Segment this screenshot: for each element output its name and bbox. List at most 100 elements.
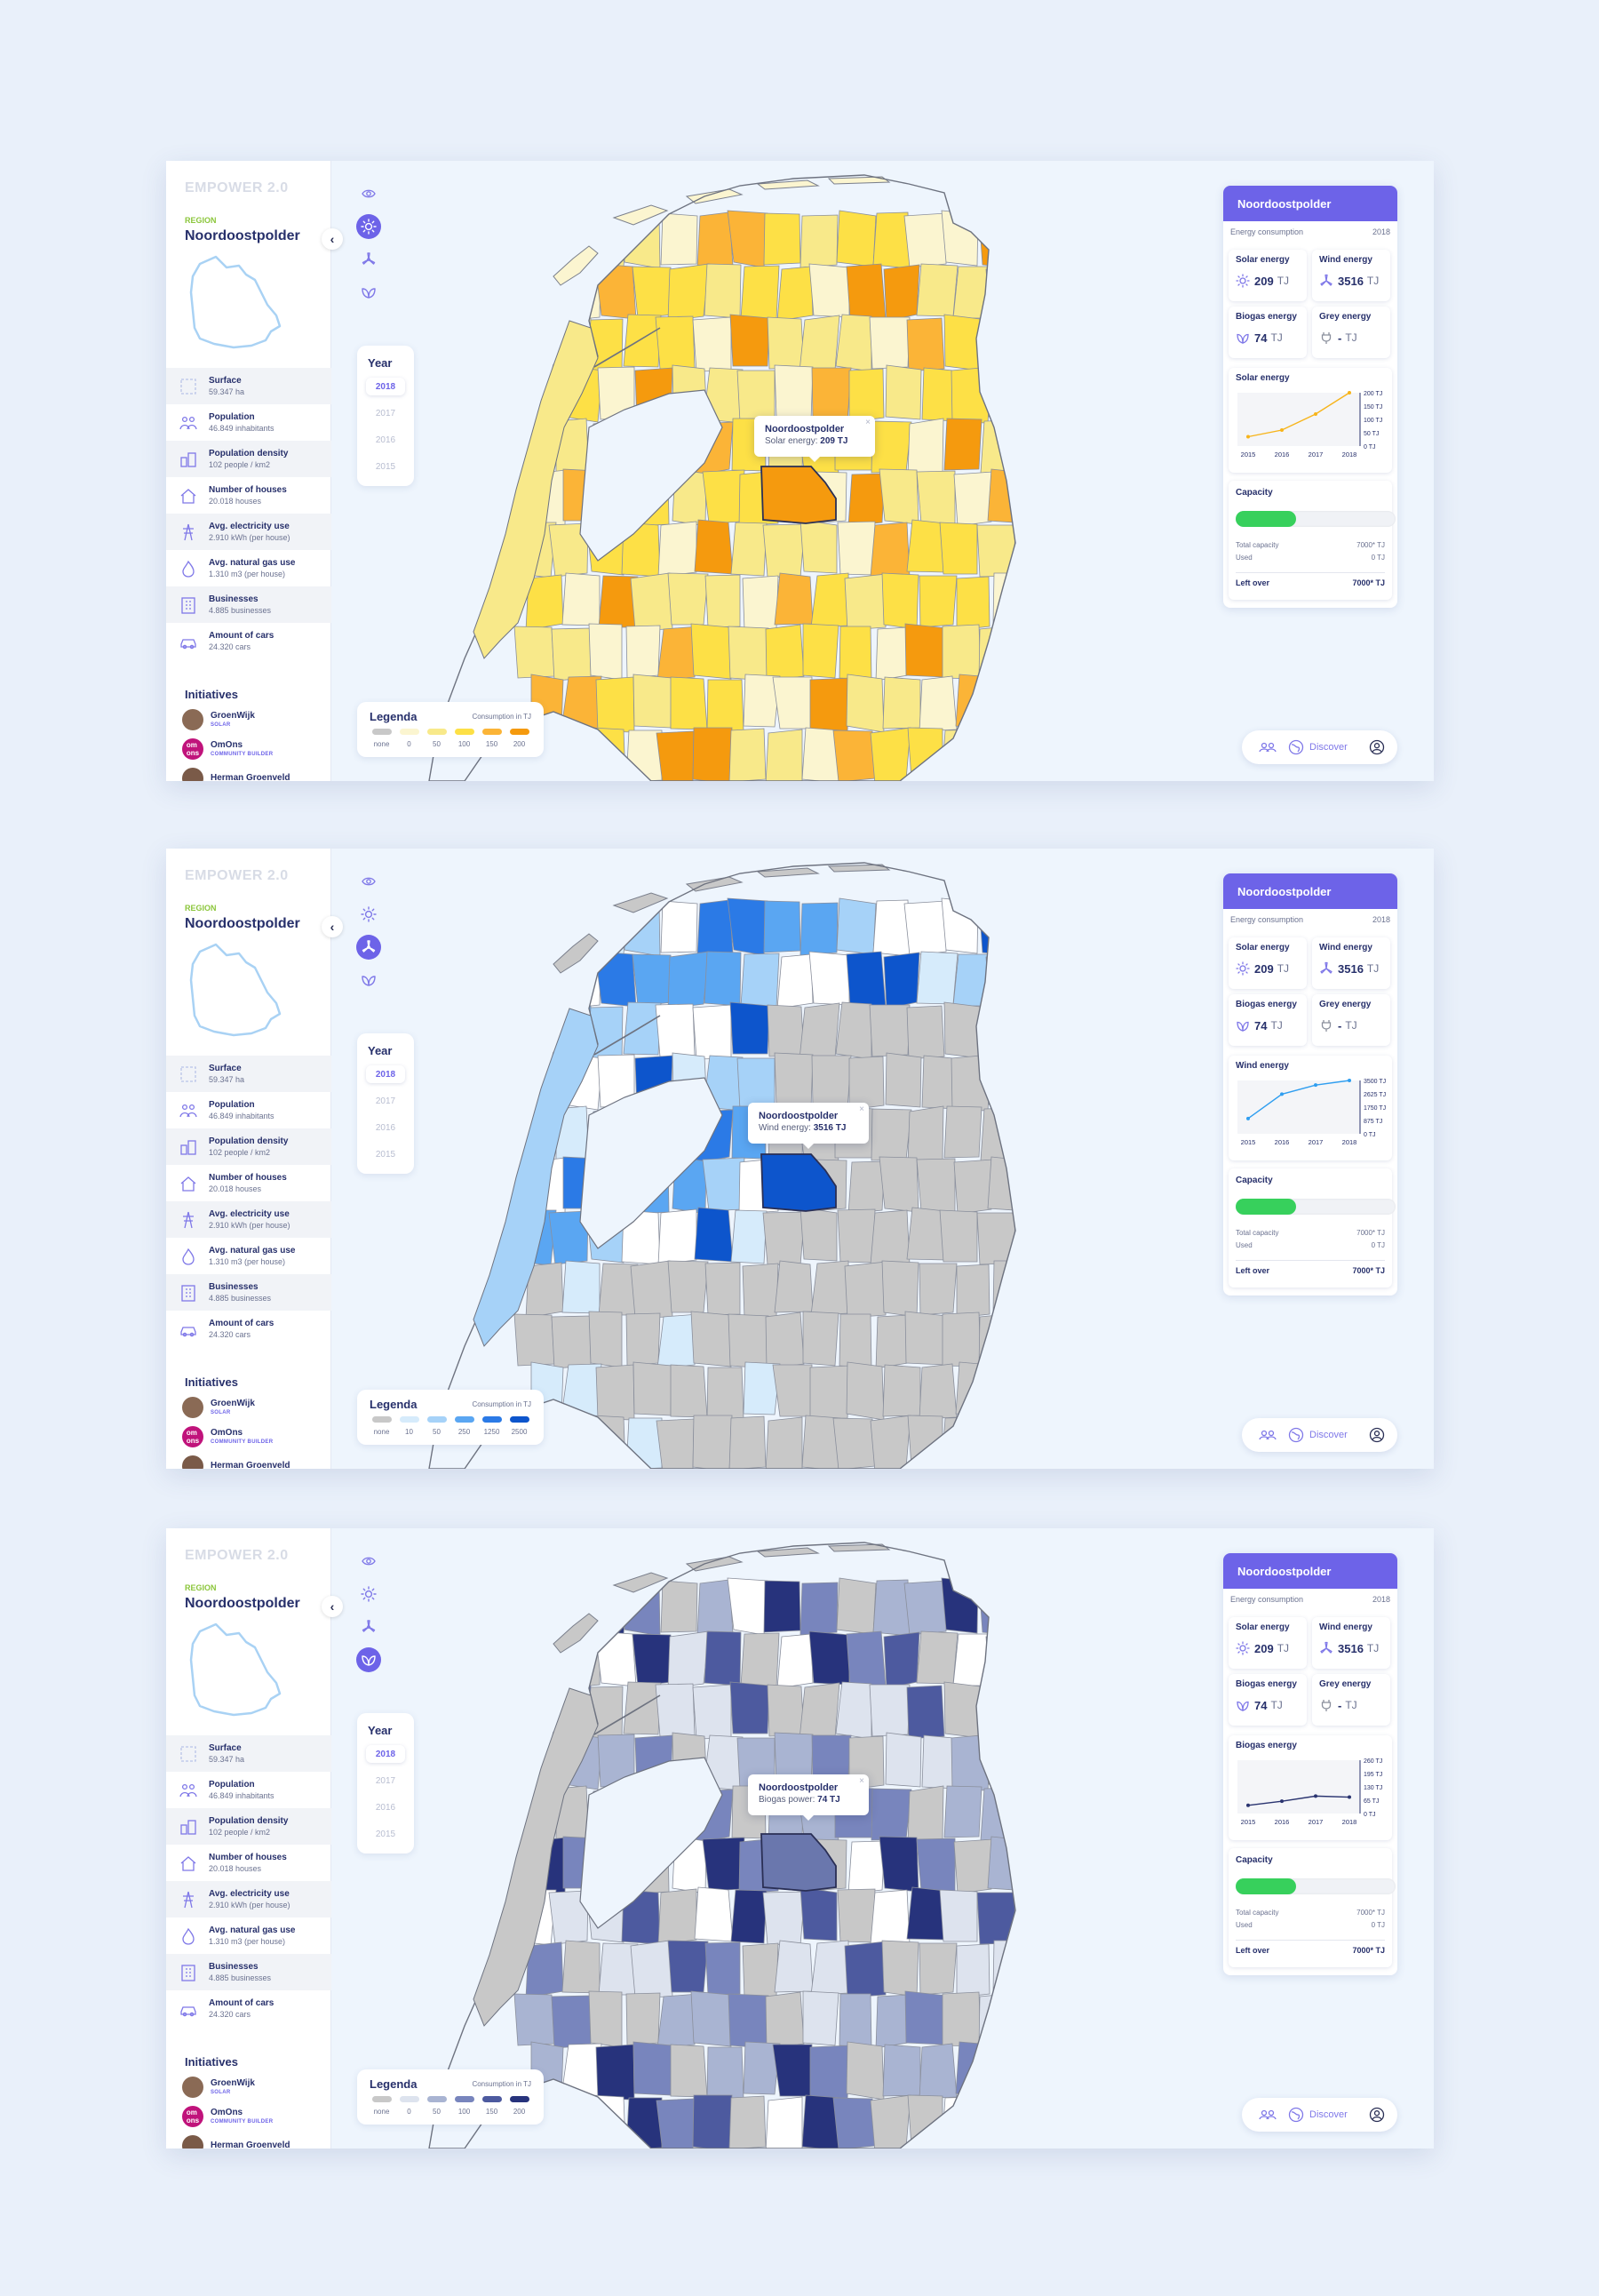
- municipality-shape[interactable]: [939, 522, 978, 575]
- municipality-shape[interactable]: [882, 1364, 921, 1417]
- layer-overview-button[interactable]: [356, 1549, 381, 1574]
- municipality-shape[interactable]: [632, 674, 672, 729]
- municipality-shape[interactable]: [561, 1940, 601, 1994]
- municipality-shape[interactable]: [630, 1260, 673, 1319]
- municipality-shape[interactable]: [774, 364, 814, 421]
- municipality-shape[interactable]: [660, 212, 698, 266]
- municipality-shape[interactable]: [906, 317, 945, 372]
- municipality-shape[interactable]: [655, 1003, 696, 1057]
- municipality-shape[interactable]: [870, 2094, 911, 2149]
- municipality-shape[interactable]: [657, 1208, 697, 1265]
- municipality-shape[interactable]: [765, 729, 803, 781]
- energy-card[interactable]: Solar energy 209 TJ: [1229, 1617, 1307, 1669]
- wadden-island[interactable]: [756, 179, 820, 190]
- municipality-shape[interactable]: [656, 1418, 695, 1469]
- municipality-shape[interactable]: [939, 1889, 978, 1942]
- municipality-shape[interactable]: [832, 729, 876, 781]
- municipality-shape[interactable]: [882, 2044, 921, 2097]
- municipality-shape[interactable]: [736, 370, 776, 423]
- municipality-shape[interactable]: [870, 522, 911, 578]
- municipality-shape[interactable]: [706, 2046, 744, 2100]
- north-holland-region[interactable]: [473, 1008, 599, 1347]
- municipality-shape[interactable]: [762, 523, 806, 578]
- municipality-shape[interactable]: [836, 210, 877, 267]
- municipality-shape[interactable]: [848, 368, 885, 423]
- municipality-shape[interactable]: [765, 2096, 803, 2149]
- north-holland-region[interactable]: [473, 320, 599, 659]
- municipality-shape[interactable]: [846, 1361, 885, 1421]
- municipality-shape[interactable]: [879, 1156, 919, 1213]
- municipality-shape[interactable]: [847, 1160, 886, 1215]
- wadden-island[interactable]: [553, 245, 599, 286]
- municipality-shape[interactable]: [548, 522, 589, 578]
- municipality-shape[interactable]: [799, 315, 840, 372]
- municipality-shape[interactable]: [810, 572, 850, 628]
- selected-region-noordoostpolder[interactable]: [760, 1153, 837, 1212]
- municipality-shape[interactable]: [943, 314, 982, 371]
- municipality-shape[interactable]: [875, 1314, 910, 1369]
- municipality-shape[interactable]: [727, 897, 768, 956]
- municipality-shape[interactable]: [811, 1055, 852, 1111]
- energy-card[interactable]: Biogas energy 74 TJ: [1229, 307, 1307, 358]
- municipality-shape[interactable]: [875, 626, 910, 682]
- municipality-shape[interactable]: [907, 418, 944, 476]
- region-map[interactable]: [331, 161, 1434, 781]
- municipality-shape[interactable]: [696, 899, 734, 956]
- layer-overview-button[interactable]: [356, 181, 381, 206]
- municipality-shape[interactable]: [704, 574, 741, 628]
- municipality-shape[interactable]: [846, 951, 887, 1008]
- municipality-shape[interactable]: [742, 575, 779, 631]
- municipality-shape[interactable]: [729, 314, 770, 367]
- wadden-island[interactable]: [612, 892, 669, 913]
- municipality-shape[interactable]: [870, 1415, 911, 1469]
- municipality-shape[interactable]: [743, 1361, 781, 1415]
- municipality-shape[interactable]: [694, 519, 734, 575]
- municipality-shape[interactable]: [837, 521, 876, 576]
- municipality-shape[interactable]: [870, 727, 911, 781]
- municipality-shape[interactable]: [657, 1888, 697, 1945]
- municipality-shape[interactable]: [551, 627, 592, 682]
- municipality-shape[interactable]: [706, 1367, 744, 1420]
- municipality-shape[interactable]: [765, 624, 805, 682]
- municipality-shape[interactable]: [801, 727, 841, 781]
- municipality-shape[interactable]: [802, 623, 839, 679]
- municipality-shape[interactable]: [743, 2041, 781, 2095]
- municipality-shape[interactable]: [655, 315, 696, 370]
- municipality-shape[interactable]: [801, 2094, 841, 2149]
- municipality-shape[interactable]: [872, 1579, 911, 1637]
- community-button[interactable]: [1258, 1428, 1277, 1442]
- municipality-shape[interactable]: [588, 1990, 623, 2048]
- municipality-shape[interactable]: [882, 676, 921, 729]
- discover-button[interactable]: Discover: [1288, 1427, 1348, 1443]
- energy-card[interactable]: Grey energy - TJ: [1312, 994, 1390, 1046]
- municipality-shape[interactable]: [728, 1313, 769, 1369]
- initiative-item[interactable]: om ons OmOns COMMUNITY BUILDER: [182, 2106, 273, 2127]
- municipality-shape[interactable]: [847, 473, 886, 527]
- municipality-shape[interactable]: [667, 1940, 709, 1993]
- municipality-shape[interactable]: [883, 264, 920, 322]
- municipality-shape[interactable]: [704, 1630, 742, 1686]
- municipality-shape[interactable]: [836, 1577, 877, 1635]
- municipality-shape[interactable]: [728, 1993, 769, 2049]
- municipality-shape[interactable]: [730, 522, 768, 577]
- municipality-shape[interactable]: [870, 1209, 911, 1265]
- municipality-shape[interactable]: [692, 2094, 733, 2149]
- municipality-shape[interactable]: [919, 575, 958, 628]
- municipality-shape[interactable]: [667, 951, 710, 1009]
- municipality-shape[interactable]: [656, 1313, 699, 1369]
- municipality-shape[interactable]: [802, 1990, 839, 2046]
- municipality-shape[interactable]: [692, 1004, 732, 1060]
- municipality-shape[interactable]: [919, 1942, 958, 1996]
- municipality-shape[interactable]: [800, 214, 839, 268]
- municipality-shape[interactable]: [808, 1630, 850, 1686]
- municipality-shape[interactable]: [870, 1889, 911, 1945]
- municipality-shape[interactable]: [692, 1684, 732, 1740]
- collapse-sidebar-button[interactable]: ‹: [322, 228, 343, 250]
- year-option-2015[interactable]: 2015: [375, 1149, 396, 1160]
- municipality-shape[interactable]: [881, 1260, 919, 1318]
- energy-card[interactable]: Solar energy 209 TJ: [1229, 250, 1307, 301]
- community-button[interactable]: [1258, 2108, 1277, 2122]
- municipality-shape[interactable]: [883, 952, 920, 1009]
- municipality-shape[interactable]: [692, 727, 733, 781]
- municipality-shape[interactable]: [906, 1685, 945, 1740]
